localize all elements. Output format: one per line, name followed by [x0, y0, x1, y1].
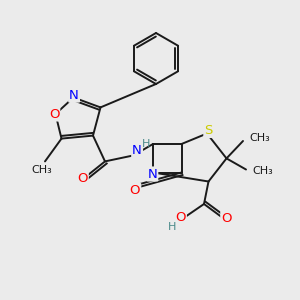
Text: H: H: [168, 222, 177, 232]
Text: N: N: [148, 167, 157, 181]
Text: O: O: [221, 212, 232, 225]
Text: O: O: [175, 211, 186, 224]
Text: methyl: methyl: [40, 164, 44, 165]
Text: O: O: [130, 184, 140, 197]
Text: O: O: [77, 172, 88, 185]
Text: H: H: [142, 139, 151, 149]
Text: N: N: [132, 143, 142, 157]
Text: O: O: [49, 107, 59, 121]
Text: S: S: [204, 124, 213, 137]
Text: CH₃: CH₃: [32, 165, 52, 175]
Text: N: N: [69, 88, 79, 102]
Text: CH₃: CH₃: [250, 133, 270, 143]
Text: CH₃: CH₃: [253, 166, 273, 176]
